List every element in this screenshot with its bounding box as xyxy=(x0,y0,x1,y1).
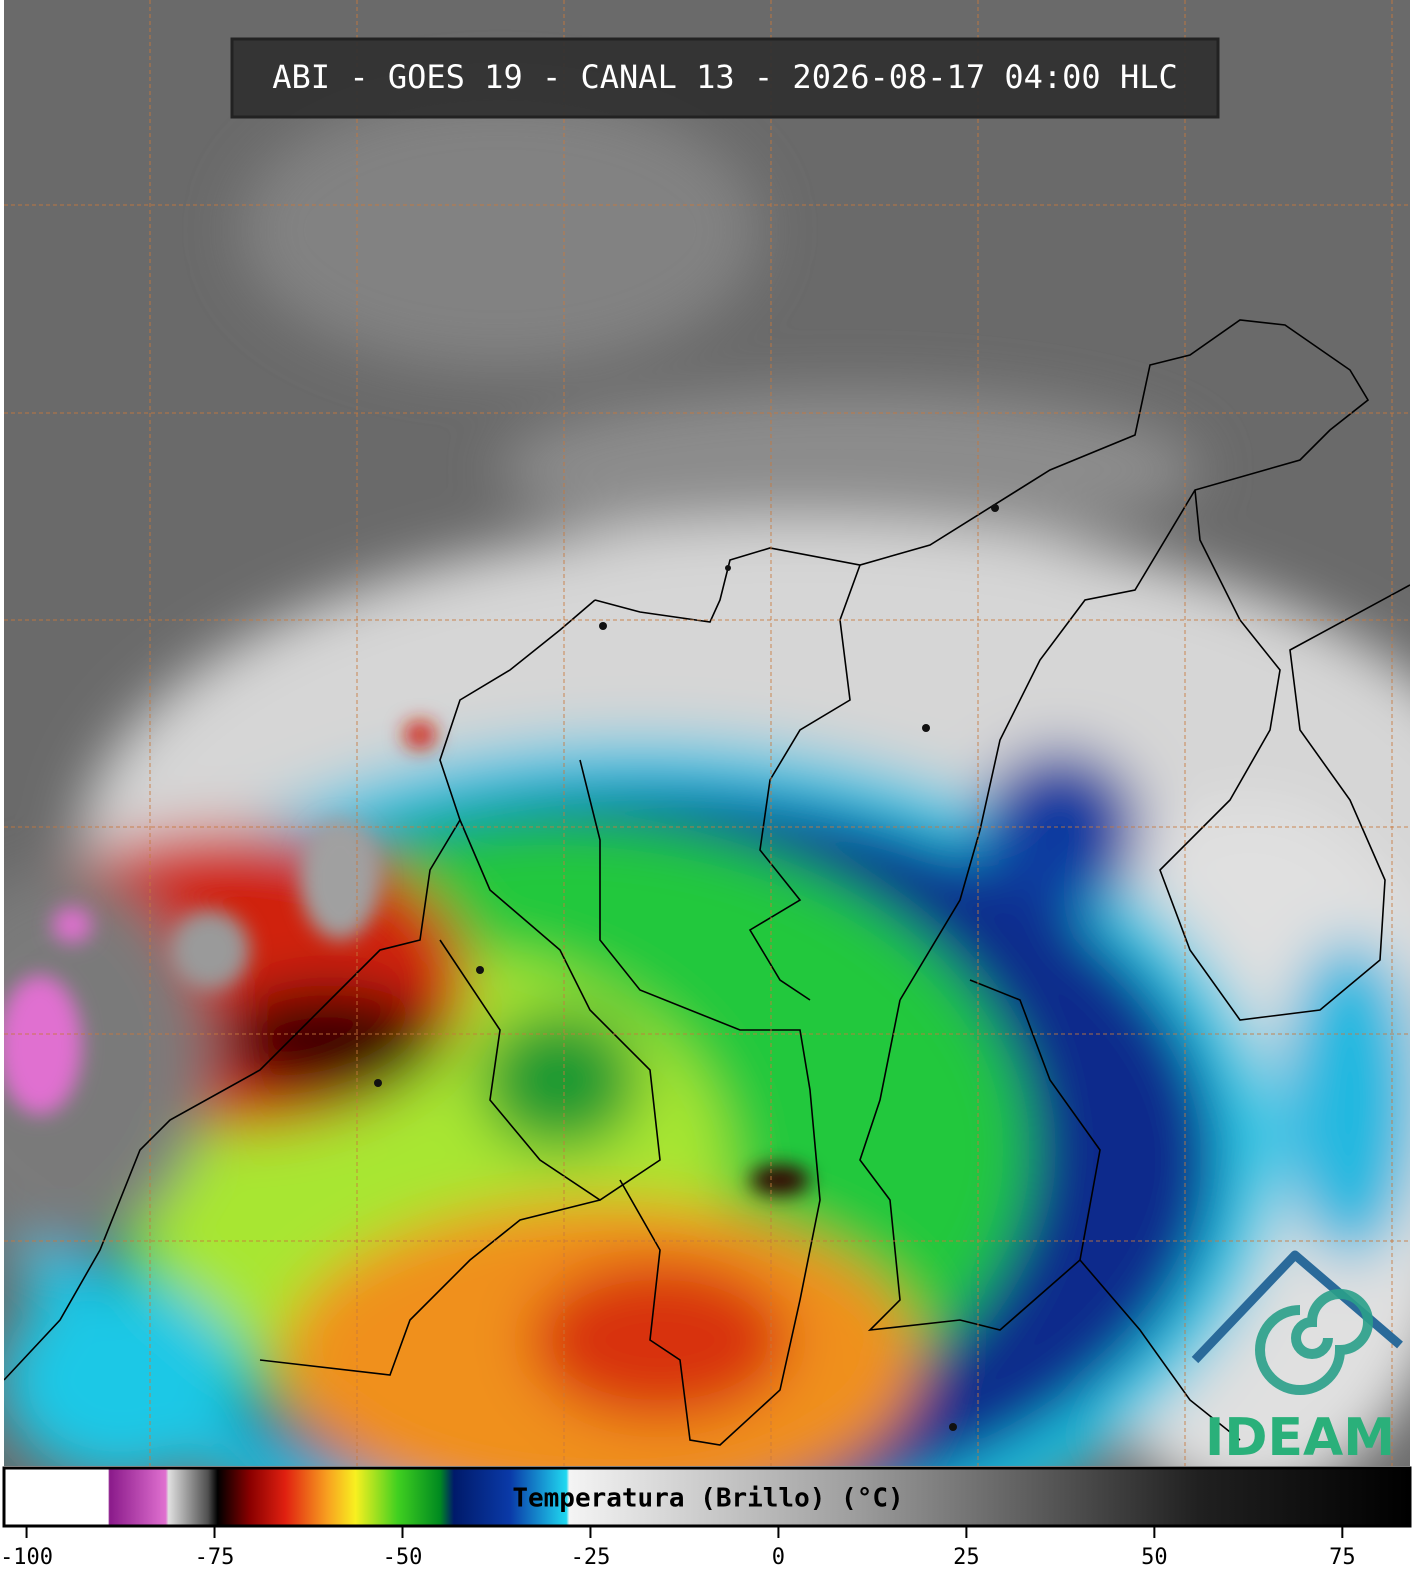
logo-text: IDEAM xyxy=(1205,1408,1395,1468)
title: ABI - GOES 19 - CANAL 13 - 2026-08-17 04… xyxy=(272,58,1177,96)
tick-label: -100 xyxy=(0,1545,53,1570)
coastline xyxy=(4,319,1410,1446)
colorbar xyxy=(2,1466,1412,1528)
logo: IDEAM xyxy=(1191,1250,1403,1468)
title-box xyxy=(230,37,1220,119)
tick-label: 75 xyxy=(1329,1545,1356,1570)
cities xyxy=(374,504,999,1431)
tick-label: 0 xyxy=(772,1545,785,1570)
tick-label: 50 xyxy=(1141,1545,1168,1570)
colorbar-label: Temperatura (Brillo) (°C) xyxy=(512,1484,903,1514)
colorbar-ticks: -100 -75 -50 -25 0 25 50 75 xyxy=(0,1526,1356,1570)
tick-label: -75 xyxy=(195,1545,235,1570)
tick-label: -50 xyxy=(383,1545,423,1570)
tick-label: -25 xyxy=(571,1545,611,1570)
tick-label: 25 xyxy=(953,1545,980,1570)
graticule xyxy=(4,0,1410,1466)
